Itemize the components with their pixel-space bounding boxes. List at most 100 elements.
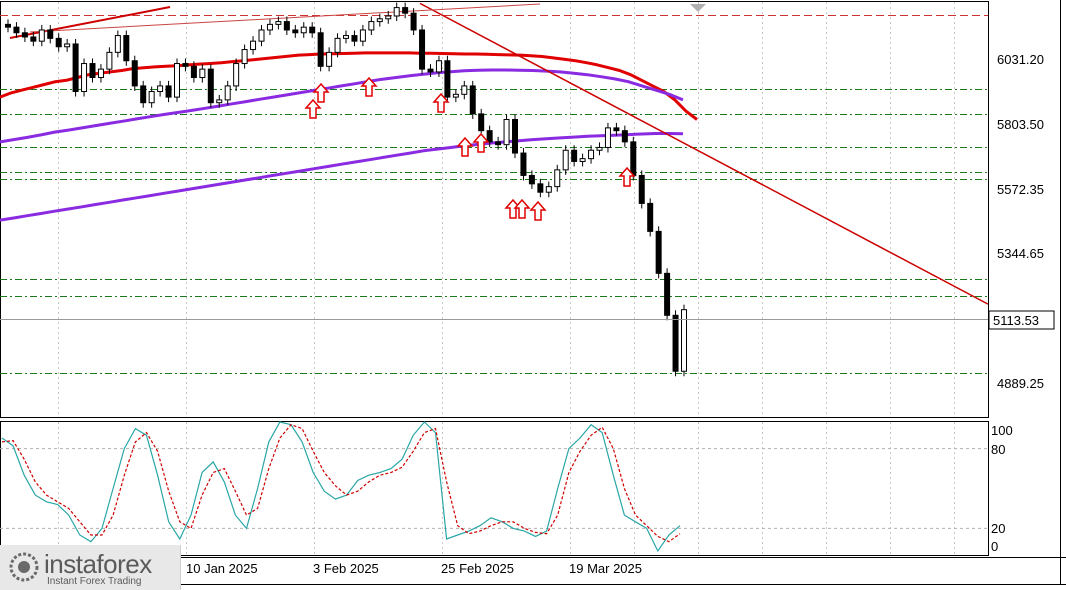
bullish-candle	[224, 80, 231, 105]
bullish-candle	[38, 24, 45, 47]
stochastic-main-line	[1, 421, 681, 553]
candle-body	[469, 85, 476, 115]
main-grid	[58, 2, 955, 416]
bearish-candle	[512, 114, 518, 159]
candle-body	[528, 174, 535, 185]
candle-body	[5, 23, 11, 28]
bullish-candle	[275, 16, 282, 30]
candle-body	[157, 85, 164, 93]
candle-body	[672, 314, 679, 372]
bullish-candle	[114, 30, 121, 58]
candle-body	[64, 43, 71, 48]
candle-body	[435, 60, 442, 73]
bullish-candle	[604, 122, 611, 153]
candle-body	[182, 63, 189, 67]
bullish-candle	[385, 10, 392, 24]
candle-body	[503, 118, 510, 146]
candle-body	[588, 149, 595, 160]
logo-tagline: Instant Forex Trading	[47, 576, 142, 587]
up-arrow-icon	[456, 136, 474, 157]
up-arrow-icon	[312, 82, 330, 103]
instaforex-logo-icon	[9, 552, 39, 582]
candle-body	[562, 149, 569, 171]
candle-body	[258, 29, 265, 42]
candle-body	[638, 174, 645, 204]
bullish-candle	[266, 19, 273, 36]
candle-body	[664, 272, 671, 316]
bearish-candle	[292, 24, 299, 38]
bullish-candle	[174, 58, 180, 103]
bearish-candle	[427, 64, 434, 77]
osc-tick-100: 100	[991, 423, 1013, 438]
bearish-candle	[419, 24, 426, 75]
bullish-candle	[97, 64, 104, 83]
bearish-candle	[528, 170, 535, 189]
candle-body	[123, 35, 130, 62]
bearish-candle	[123, 30, 130, 66]
candle-body	[647, 202, 654, 232]
candle-body	[478, 113, 485, 132]
bearish-candle	[30, 31, 37, 47]
date-label-19-mar: 19 Mar 2025	[569, 561, 642, 576]
candle-body	[300, 26, 307, 34]
candle-body	[402, 7, 409, 14]
current-price-label: 5113.53	[993, 313, 1039, 328]
candle-body	[613, 127, 620, 132]
bullish-candle	[503, 114, 510, 150]
candle-body	[216, 99, 223, 104]
bearish-candle	[13, 22, 20, 38]
bearish-candle	[89, 58, 96, 83]
candle-body	[604, 127, 611, 148]
up-arrow-icon	[618, 166, 636, 187]
bullish-candle	[157, 80, 164, 97]
bullish-candle	[376, 13, 383, 27]
stochastic-signal-line	[1, 423, 681, 543]
candle-body	[427, 68, 434, 73]
bullish-candle	[199, 64, 206, 83]
bullish-candle	[461, 80, 468, 100]
candle-body	[89, 63, 96, 79]
candle-body	[554, 169, 561, 188]
candle-body	[359, 29, 366, 42]
candle-body	[537, 183, 544, 193]
price-label-5572: 5572.35	[997, 182, 1044, 197]
candle-body	[114, 35, 121, 53]
oscillator-grid	[0, 422, 988, 555]
bullish-candle	[562, 145, 569, 175]
bearish-candle	[55, 33, 62, 52]
candle-body	[47, 29, 54, 39]
logo-name: instaforex	[44, 549, 152, 579]
bearish-candle	[621, 125, 628, 147]
up-arrow-icon	[513, 198, 531, 219]
bearish-candle	[72, 38, 79, 97]
bearish-candle	[444, 55, 451, 103]
candle-body	[233, 63, 240, 87]
horizontal-levels	[0, 15, 988, 374]
bearish-candle	[478, 108, 485, 136]
price-label-5344: 5344.65	[997, 246, 1044, 261]
downtrend-line	[419, 2, 989, 305]
bullish-candle	[596, 142, 603, 156]
bearish-candle	[520, 148, 527, 181]
candle-body	[351, 35, 358, 42]
bullish-candle	[148, 86, 155, 108]
osc-tick-0: 0	[991, 539, 998, 554]
bullish-candle	[579, 153, 586, 167]
osc-tick-20: 20	[991, 521, 1005, 536]
candle-body	[461, 85, 468, 95]
bullish-candle	[300, 22, 307, 38]
candle-body	[174, 63, 180, 98]
candle-body	[55, 37, 62, 48]
date-label-3-feb: 3 Feb 2025	[313, 561, 379, 576]
candle-body	[72, 43, 79, 93]
candle-body	[131, 60, 138, 87]
candle-body	[283, 21, 290, 31]
price-label-5803: 5803.50	[997, 117, 1044, 132]
red-moving-average-line	[0, 51, 698, 121]
candle-body	[630, 141, 637, 176]
bullish-candle	[343, 30, 349, 44]
bearish-candle	[5, 19, 11, 33]
bearish-candle	[537, 178, 544, 198]
bearish-candle	[655, 226, 662, 279]
bullish-candle	[393, 2, 400, 22]
